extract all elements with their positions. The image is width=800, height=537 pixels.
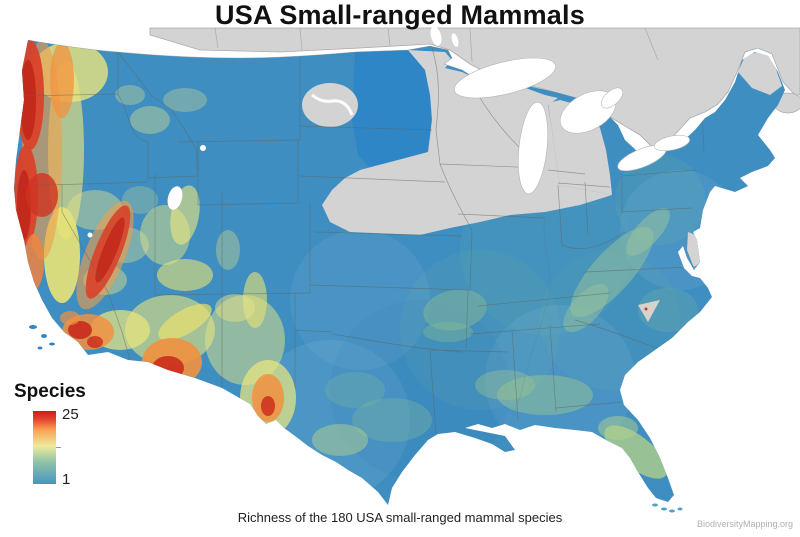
sierra-nevada-hotspot xyxy=(95,217,125,283)
west-texas-hotspot xyxy=(261,396,275,416)
se-arizona-hotspot xyxy=(152,356,184,380)
state-borders xyxy=(14,47,709,437)
page-title: USA Small-ranged Mammals xyxy=(215,0,585,30)
great-salt-lake xyxy=(167,186,183,210)
florida-keys xyxy=(652,503,683,513)
legend: Species 25 1 xyxy=(10,381,130,488)
richness-hotspots xyxy=(14,40,284,422)
yellowstone-lake xyxy=(200,145,206,151)
klamath-hotspot xyxy=(26,173,58,217)
north-dakota-gray xyxy=(302,83,358,127)
province-borders xyxy=(214,27,659,63)
lake-superior xyxy=(454,57,556,99)
upper-midwest-gray xyxy=(322,50,612,235)
missouri-river-white xyxy=(311,93,354,116)
legend-gradient-bar xyxy=(33,411,56,484)
lake-michigan xyxy=(517,101,549,195)
eastern-green-patches xyxy=(312,208,698,479)
canada-lake xyxy=(451,33,459,47)
lake-tahoe xyxy=(87,232,93,238)
oregon-coast-hotspot xyxy=(20,60,36,140)
dakotas-blue-block xyxy=(352,50,432,170)
lake-of-the-woods xyxy=(430,26,442,46)
socal-hotspot xyxy=(68,321,92,339)
legend-min-label: 1 xyxy=(62,471,71,488)
us-canada-border xyxy=(27,39,476,79)
western-lakes xyxy=(87,145,206,238)
mississippi-river xyxy=(504,217,551,437)
great-lakes xyxy=(454,57,690,195)
zero-species-gray-regions xyxy=(302,50,782,322)
north-maine-gray xyxy=(738,52,782,95)
cascades-hotspot xyxy=(50,42,74,118)
legend-max-label: 25 xyxy=(62,406,79,423)
legend-mid-tick xyxy=(56,447,61,448)
smokies-gray-triangle xyxy=(638,300,660,322)
channel-islands xyxy=(29,325,55,350)
attribution: BiodiversityMapping.org xyxy=(696,519,793,529)
delmarva-gray xyxy=(687,232,700,268)
caption: Richness of the 180 USA small-ranged mam… xyxy=(237,510,563,525)
lake-ontario xyxy=(654,134,690,152)
legend-title: Species xyxy=(14,381,86,402)
georgian-bay xyxy=(600,87,624,109)
